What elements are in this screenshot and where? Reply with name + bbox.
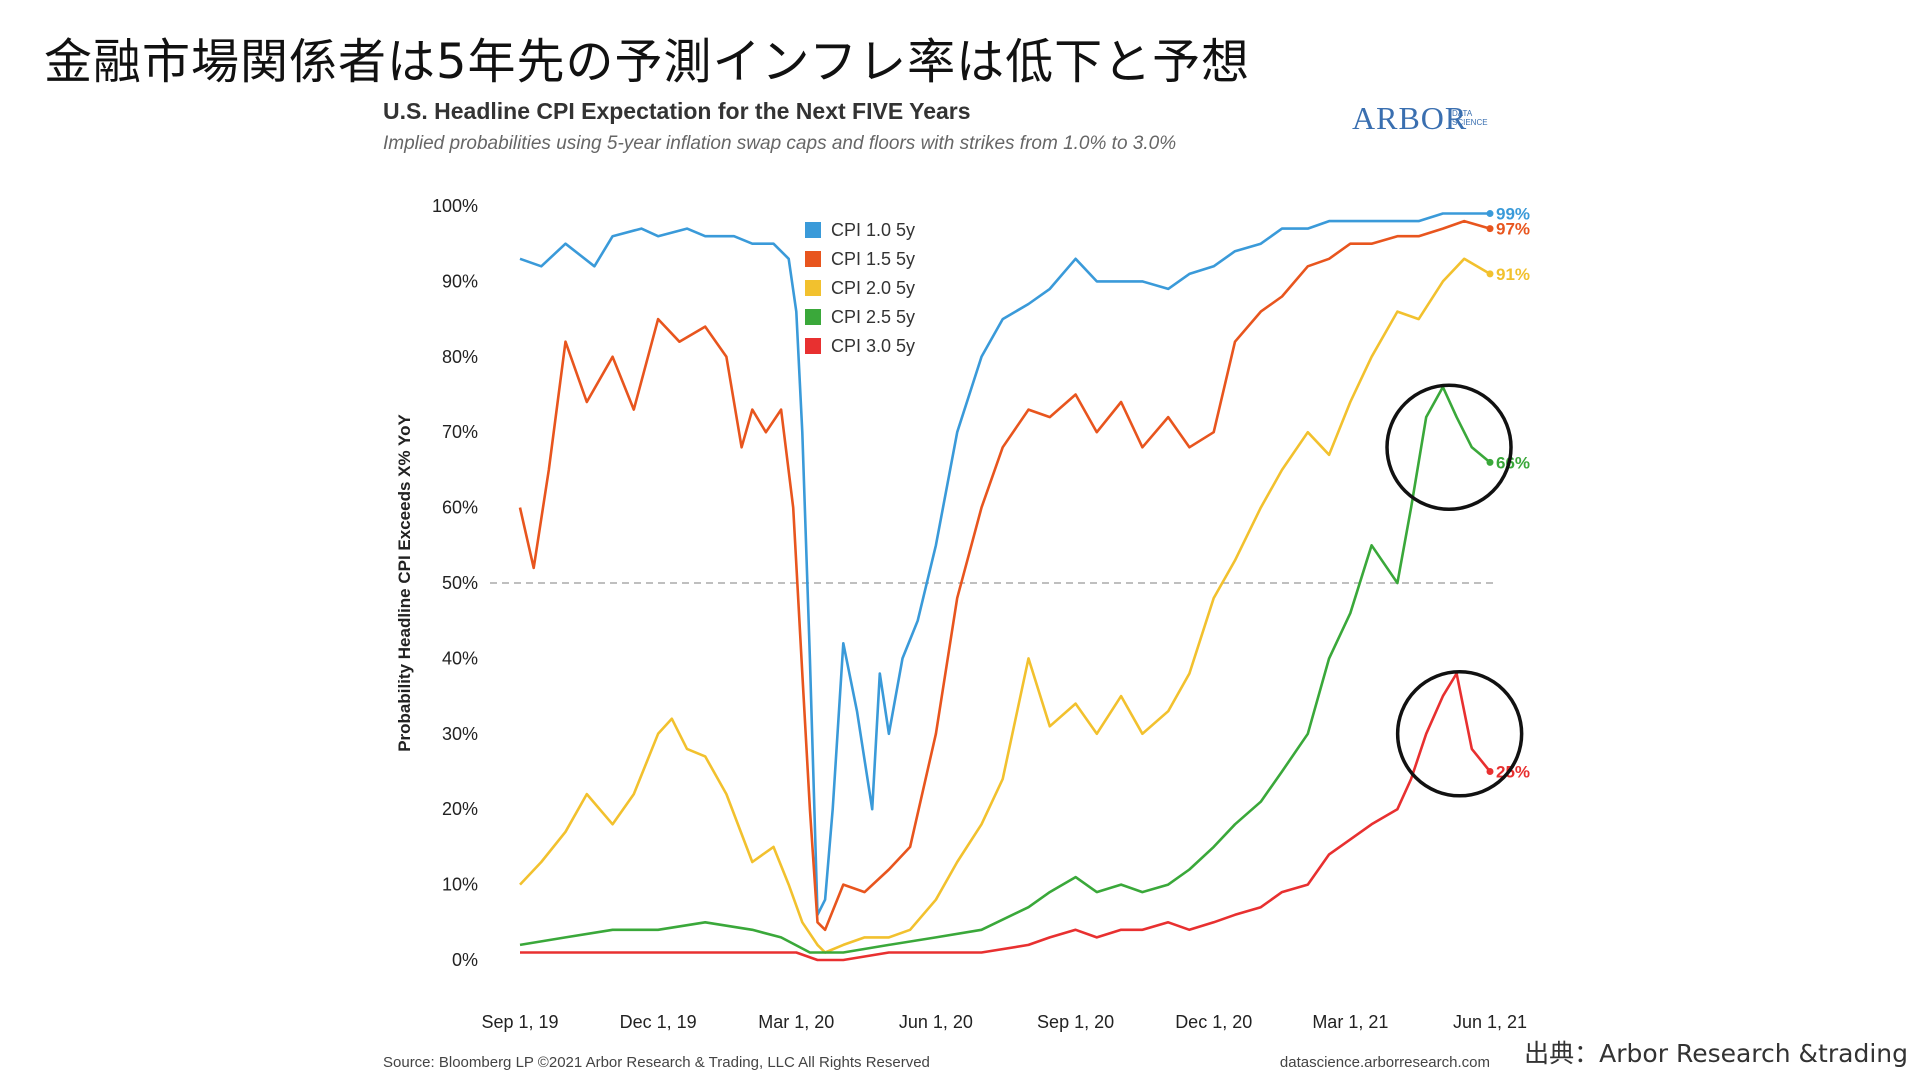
y-tick-label: 100% (432, 196, 478, 216)
arbor-logo-sub1: DATA (1452, 109, 1473, 118)
chart-source: Source: Bloomberg LP ©2021 Arbor Researc… (383, 1054, 930, 1071)
arbor-logo-sub: DATA SCIENCE (1452, 109, 1488, 127)
series-end-point (1486, 458, 1494, 466)
series-line-cpi-1-0-5y (519, 212, 1490, 917)
chart-title: U.S. Headline CPI Expectation for the Ne… (383, 98, 971, 124)
series-end-point (1486, 210, 1494, 218)
legend-swatch (805, 280, 821, 296)
slide-title: 金融市場関係者は5年先の予測インフレ率は低下と予想 (44, 34, 1251, 90)
y-tick-label: 60% (442, 498, 478, 518)
series-end-label: 66% (1496, 453, 1530, 472)
x-tick-label: Mar 1, 20 (758, 1012, 834, 1032)
annotation-circle-cpi25 (1385, 383, 1513, 512)
y-tick-label: 10% (442, 875, 478, 895)
legend-label: CPI 3.0 5y (831, 336, 915, 356)
y-tick-label: 50% (442, 573, 478, 593)
chart-subtitle: Implied probabilities using 5-year infla… (383, 133, 1177, 154)
y-axis-label: Probability Headline CPI Exceeds X% YoY (395, 414, 414, 752)
series-end-point (1486, 768, 1494, 775)
legend-label: CPI 2.0 5y (831, 278, 915, 298)
legend-label: CPI 1.5 5y (831, 249, 915, 269)
legend-swatch (805, 338, 821, 354)
series-line-cpi-2-0-5y (519, 257, 1491, 954)
arbor-logo: ARBOR (1352, 100, 1468, 136)
y-tick-label: 80% (442, 347, 478, 367)
y-tick-label: 40% (442, 648, 478, 668)
x-tick-label: Sep 1, 20 (1037, 1012, 1114, 1032)
y-tick-label: 90% (442, 271, 478, 291)
legend-swatch (805, 309, 821, 325)
series-end-label: 97% (1496, 220, 1530, 239)
slide-credit: 出典：Arbor Research &trading (1524, 1039, 1908, 1068)
chart-site: datascience.arborresearch.com (1279, 1054, 1490, 1071)
legend-swatch (805, 222, 821, 238)
series-line-cpi-2-5-5y (519, 385, 1491, 954)
legend-swatch (805, 251, 821, 267)
series-line-cpi-3-0-5y (520, 672, 1492, 962)
series-end-point (1486, 225, 1494, 233)
x-tick-label: Sep 1, 19 (481, 1012, 558, 1032)
legend-label: CPI 1.0 5y (831, 220, 915, 240)
x-tick-label: Jun 1, 21 (1453, 1012, 1527, 1032)
legend-label: CPI 2.5 5y (831, 307, 915, 327)
x-tick-label: Dec 1, 19 (620, 1012, 697, 1032)
annotation-circle-cpi30 (1395, 670, 1524, 798)
x-tick-label: Mar 1, 21 (1312, 1012, 1388, 1032)
series-end-point (1486, 270, 1494, 278)
series-line-cpi-1-5-5y (518, 219, 1491, 932)
series-end-label: 91% (1496, 265, 1530, 284)
y-tick-label: 30% (442, 724, 478, 744)
arbor-logo-sub2: SCIENCE (1452, 118, 1488, 127)
y-tick-label: 70% (442, 422, 478, 442)
x-tick-label: Dec 1, 20 (1175, 1012, 1252, 1032)
y-tick-label: 20% (442, 799, 478, 819)
y-tick-label: 0% (452, 950, 478, 970)
series-end-label: 99% (1496, 205, 1530, 224)
x-tick-label: Jun 1, 20 (899, 1012, 973, 1032)
